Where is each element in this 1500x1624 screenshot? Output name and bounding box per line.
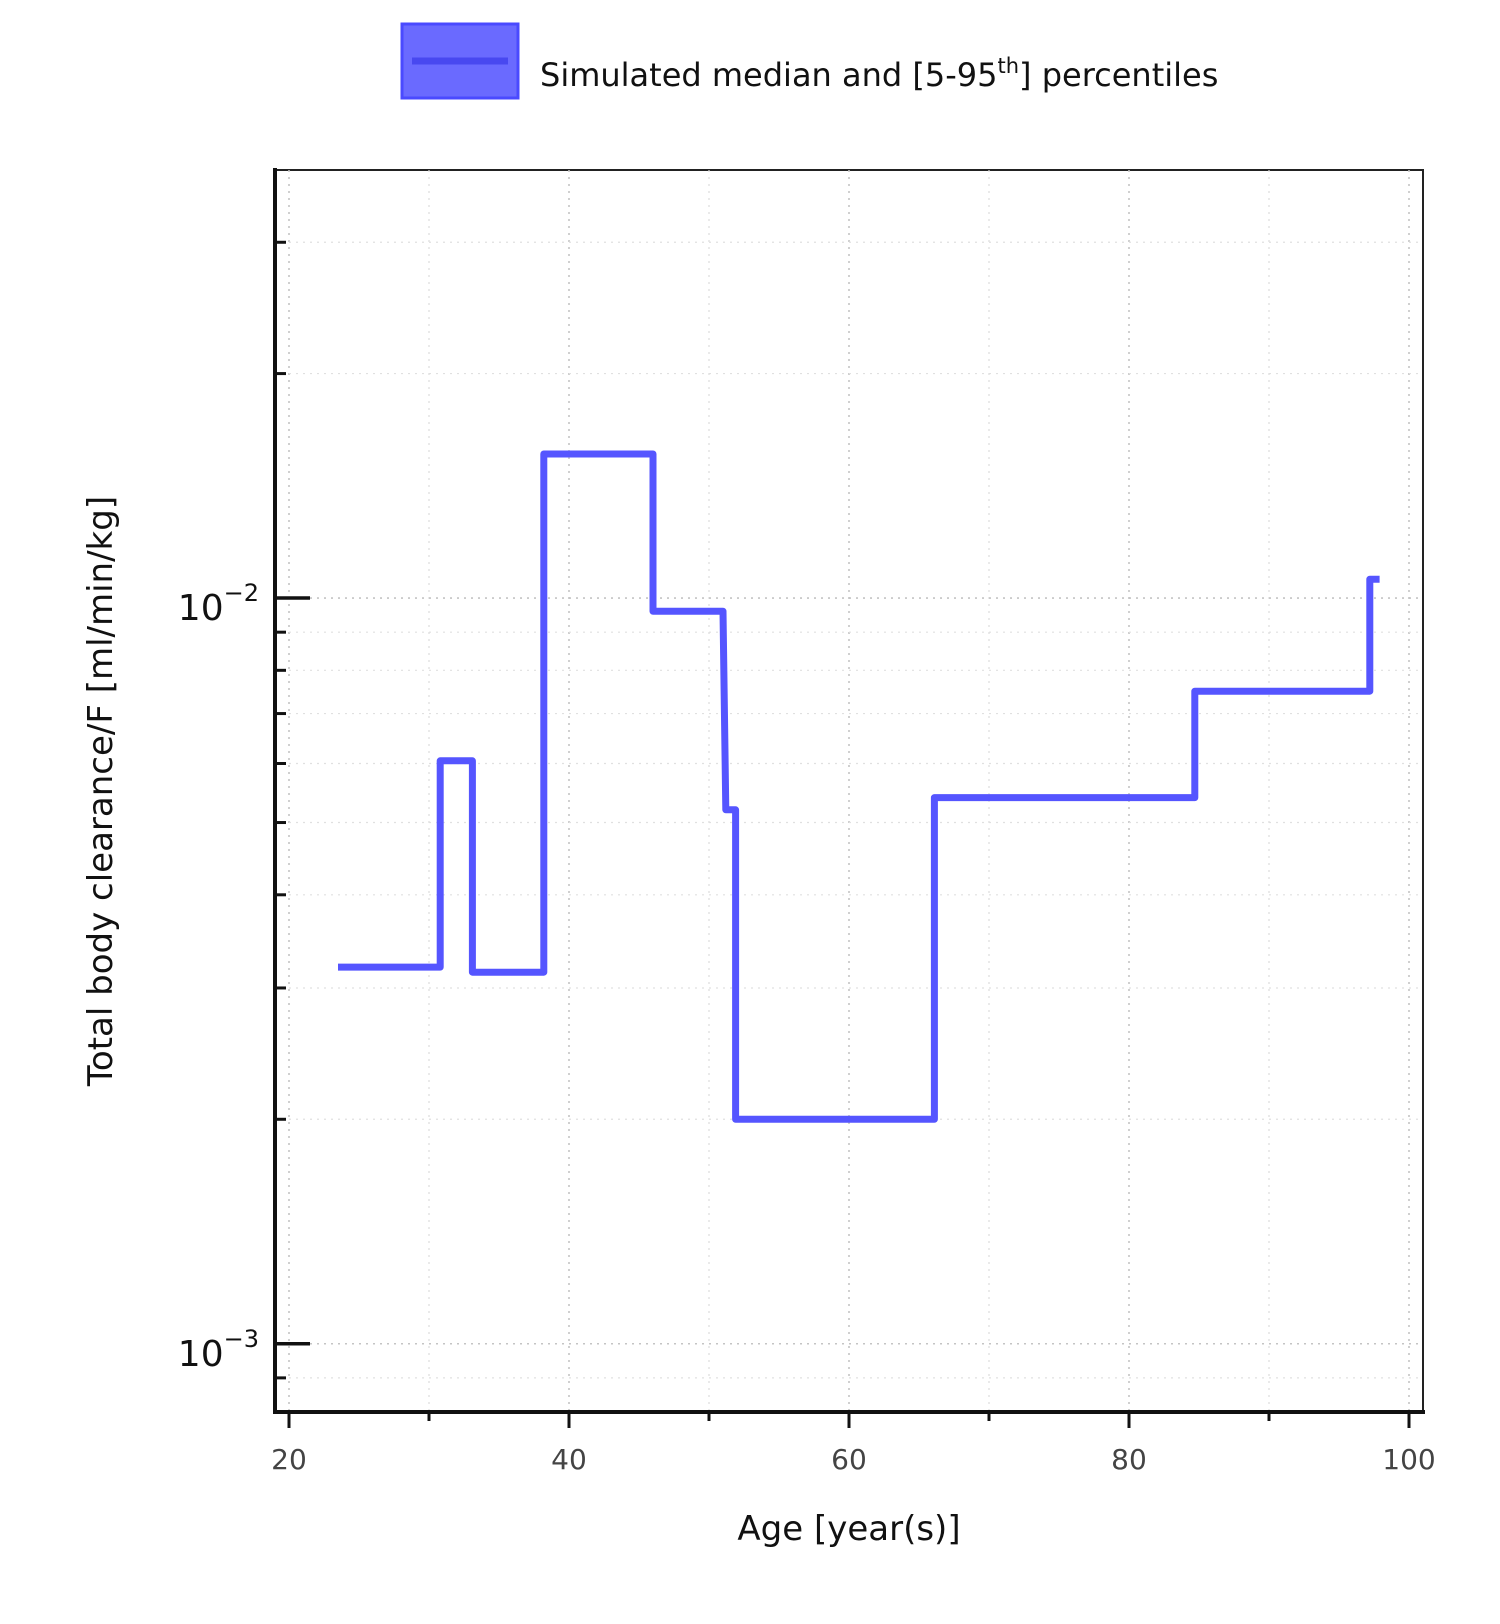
x-tick-label: 100 bbox=[1382, 1443, 1435, 1476]
y-tick-label: 10−2 bbox=[178, 579, 259, 629]
legend-label: Simulated median and [5-95th] percentile… bbox=[540, 54, 1218, 94]
x-tick-label: 40 bbox=[551, 1443, 587, 1476]
legend-suffix: ] percentiles bbox=[1019, 56, 1218, 94]
x-axis-title: Age [year(s)] bbox=[737, 1509, 960, 1549]
legend-superscript: th bbox=[997, 54, 1019, 78]
y-ticks: 10−3 10−2 bbox=[178, 240, 310, 1380]
median-line bbox=[338, 450, 1380, 1123]
x-tick-label: 20 bbox=[271, 1443, 307, 1476]
y-tick-label: 10−3 bbox=[178, 1325, 259, 1375]
grid bbox=[275, 170, 1423, 1412]
y-axis-title: Total body clearance/F [ml/min/kg] bbox=[81, 496, 121, 1087]
plot-frame bbox=[274, 169, 1424, 1413]
x-ticks: 20 40 60 80 100 bbox=[271, 1412, 1436, 1476]
series bbox=[338, 450, 1380, 1123]
x-tick-label: 60 bbox=[831, 1443, 867, 1476]
x-tick-label: 80 bbox=[1111, 1443, 1147, 1476]
legend: Simulated median and [5-95th] percentile… bbox=[400, 22, 1218, 100]
